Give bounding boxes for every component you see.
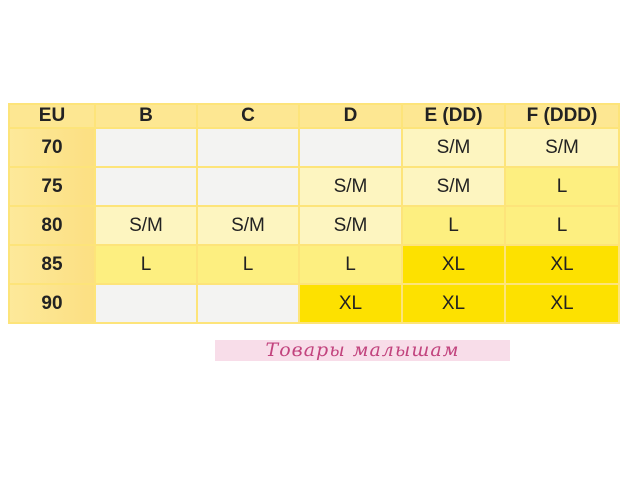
size-cell: XL [401,283,506,324]
size-cell: S/M [401,127,506,168]
size-cell: S/M [401,166,506,207]
size-cell: S/M [504,127,620,168]
size-cell: L [504,166,620,207]
size-cell: XL [504,244,620,285]
table-row: 85 L L L XL XL [8,244,620,285]
size-cell: L [94,244,198,285]
size-cell: XL [401,244,506,285]
size-cell [196,127,300,168]
table-row: 75 S/M S/M L [8,166,620,207]
eu-size-cell: 85 [8,244,96,285]
size-cell: XL [298,283,403,324]
size-cell: L [401,205,506,246]
header-row: EU B C D E (DD) F (DDD) [8,103,620,129]
column-header: C [196,103,300,129]
size-cell: XL [504,283,620,324]
size-cell: S/M [298,166,403,207]
size-cell [196,166,300,207]
table-row: 90 XL XL XL [8,283,620,324]
eu-size-cell: 70 [8,127,96,168]
size-cell: S/M [94,205,198,246]
table-row: 70 S/M S/M [8,127,620,168]
eu-size-cell: 90 [8,283,96,324]
size-cell [94,127,198,168]
column-header: D [298,103,403,129]
column-header: EU [8,103,96,129]
size-cell: L [504,205,620,246]
column-header: F (DDD) [504,103,620,129]
size-cell [298,127,403,168]
size-cell [94,283,198,324]
column-header: B [94,103,198,129]
size-cell: L [298,244,403,285]
size-cell: S/M [298,205,403,246]
eu-size-cell: 75 [8,166,96,207]
watermark-text: Товары малышам [215,340,510,361]
size-cell: L [196,244,300,285]
eu-size-cell: 80 [8,205,96,246]
size-cell: S/M [196,205,300,246]
size-cell [94,166,198,207]
size-chart-table: EU B C D E (DD) F (DDD) 70 S/M S/M 75 S/M S/M L 80 S/… [8,103,620,324]
table-row: 80 S/M S/M S/M L L [8,205,620,246]
column-header: E (DD) [401,103,506,129]
size-cell [196,283,300,324]
